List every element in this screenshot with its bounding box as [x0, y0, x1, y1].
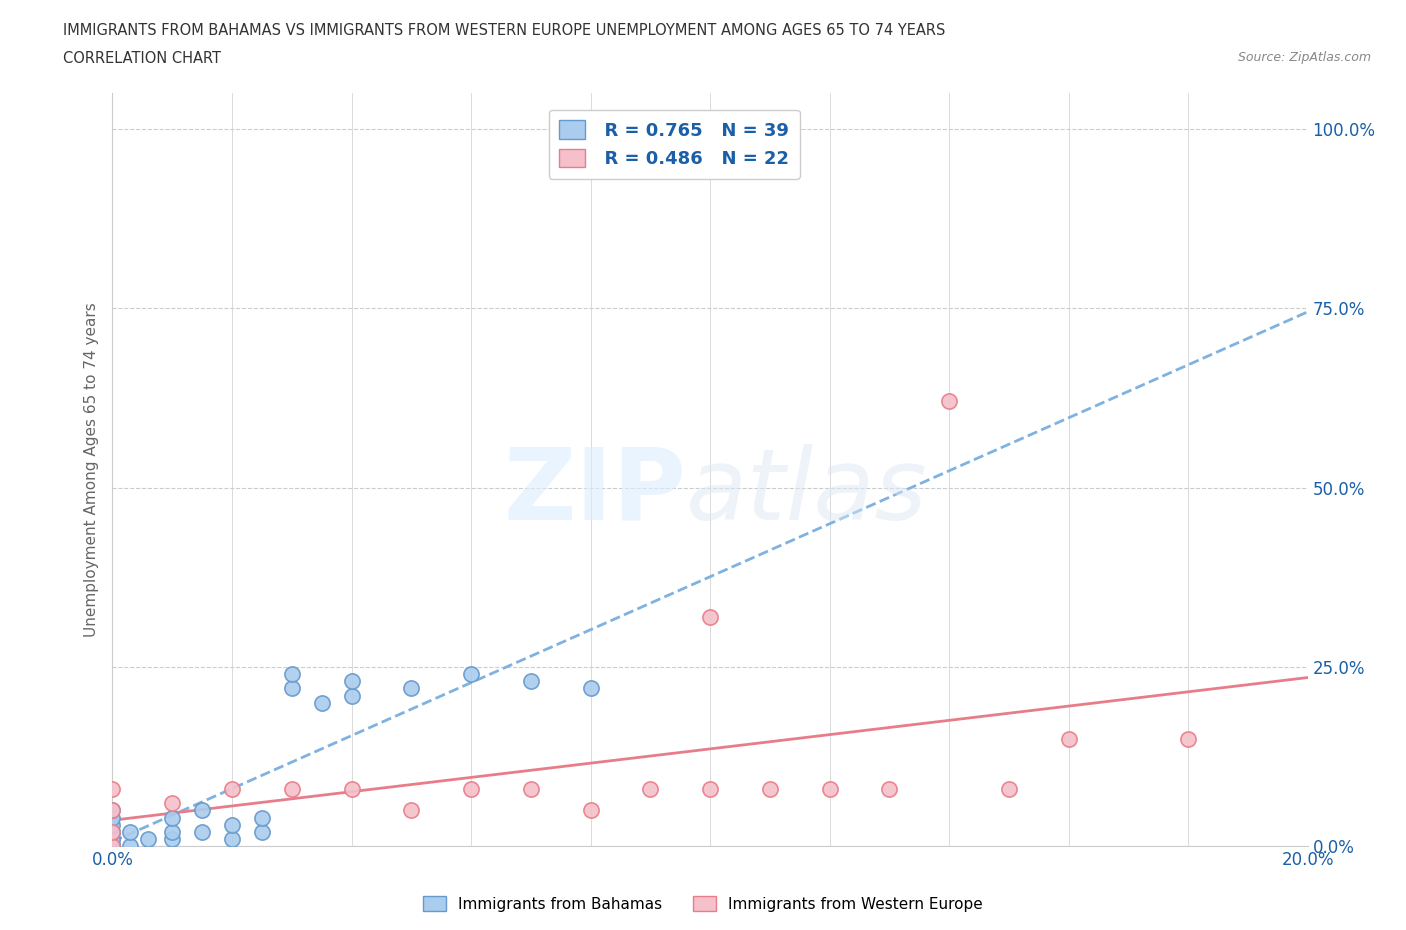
Point [101, 825, 124, 840]
Point [520, 781, 543, 796]
Point [250, 810, 273, 825]
Point [520, 674, 543, 689]
Point [250, 825, 273, 840]
Point [101, 831, 124, 846]
Legend: Immigrants from Bahamas, Immigrants from Western Europe: Immigrants from Bahamas, Immigrants from… [418, 889, 988, 918]
Point [579, 681, 602, 696]
Point [191, 803, 214, 817]
Text: ZIP: ZIP [503, 444, 686, 540]
Point [101, 839, 124, 854]
Point [281, 681, 304, 696]
Point [162, 825, 183, 840]
Point [221, 831, 243, 846]
Point [759, 781, 782, 796]
Point [699, 781, 721, 796]
Point [460, 667, 482, 682]
Point [221, 817, 243, 832]
Point [340, 688, 363, 703]
Point [162, 831, 183, 846]
Point [101, 839, 124, 854]
Point [879, 781, 901, 796]
Point [101, 839, 124, 854]
Point [281, 781, 304, 796]
Point [138, 831, 160, 846]
Point [101, 839, 124, 854]
Point [281, 667, 304, 682]
Point [1057, 731, 1080, 746]
Point [101, 810, 124, 825]
Point [998, 781, 1021, 796]
Text: CORRELATION CHART: CORRELATION CHART [63, 51, 221, 66]
Point [401, 803, 423, 817]
Point [101, 839, 124, 854]
Point [460, 781, 482, 796]
Point [191, 825, 214, 840]
Text: IMMIGRANTS FROM BAHAMAS VS IMMIGRANTS FROM WESTERN EUROPE UNEMPLOYMENT AMONG AGE: IMMIGRANTS FROM BAHAMAS VS IMMIGRANTS FR… [63, 23, 946, 38]
Point [101, 817, 124, 832]
Point [101, 825, 124, 840]
Point [221, 781, 243, 796]
Point [101, 839, 124, 854]
Point [101, 839, 124, 854]
Point [101, 839, 124, 854]
Point [640, 781, 662, 796]
Point [101, 839, 124, 854]
Legend:   R = 0.765   N = 39,   R = 0.486   N = 22: R = 0.765 N = 39, R = 0.486 N = 22 [548, 110, 800, 179]
Point [311, 696, 333, 711]
Point [162, 810, 183, 825]
Point [340, 781, 363, 796]
Point [340, 674, 363, 689]
Point [120, 825, 142, 840]
Y-axis label: Unemployment Among Ages 65 to 74 years: Unemployment Among Ages 65 to 74 years [83, 302, 98, 637]
Point [101, 839, 124, 854]
Point [101, 825, 124, 840]
Point [938, 394, 960, 409]
Point [162, 796, 183, 811]
Point [120, 839, 142, 854]
Text: atlas: atlas [686, 444, 928, 540]
Point [101, 803, 124, 817]
Point [101, 839, 124, 854]
Point [101, 803, 124, 817]
Point [101, 831, 124, 846]
Point [101, 781, 124, 796]
Point [401, 681, 423, 696]
Text: Source: ZipAtlas.com: Source: ZipAtlas.com [1237, 51, 1371, 64]
Point [579, 803, 602, 817]
Point [1177, 731, 1199, 746]
Point [699, 609, 721, 624]
Point [818, 781, 841, 796]
Point [101, 839, 124, 854]
